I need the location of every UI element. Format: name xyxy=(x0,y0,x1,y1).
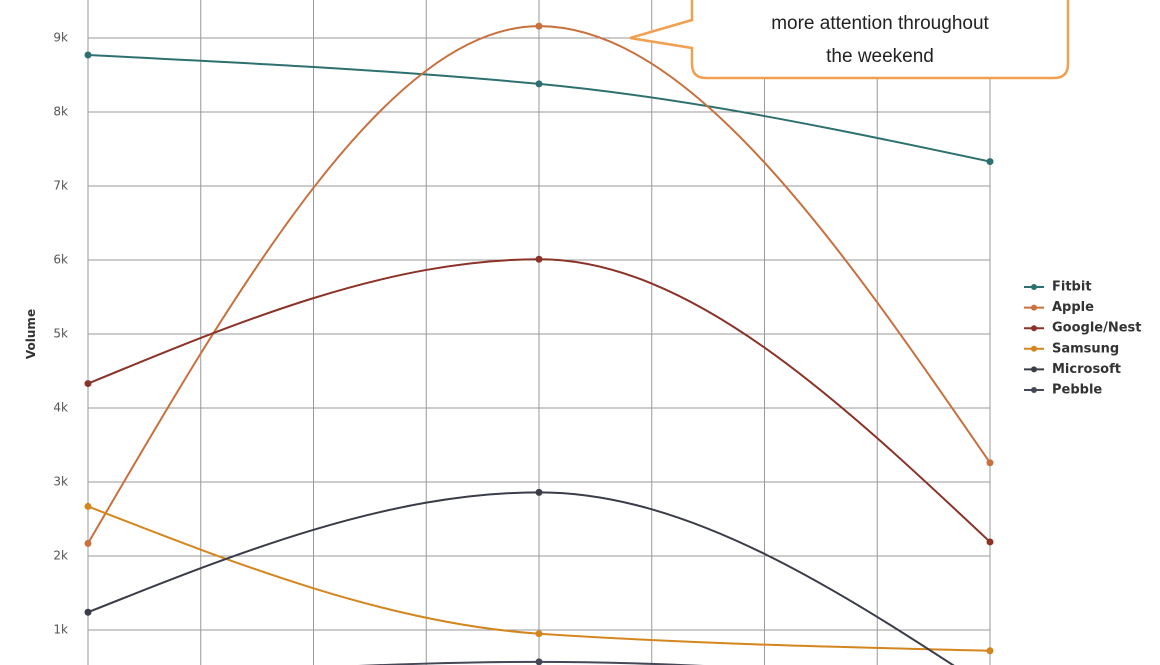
grid xyxy=(87,0,991,665)
legend-marker xyxy=(1031,345,1037,352)
legend-label: Pebble xyxy=(1052,383,1102,398)
annotation-line: more attention throughout xyxy=(771,13,989,34)
point xyxy=(986,538,994,546)
legend-marker xyxy=(1031,366,1037,373)
legend-marker xyxy=(1031,284,1037,290)
y-tick-label: 6k xyxy=(53,253,68,267)
point xyxy=(535,488,543,496)
legend-label: Microsoft xyxy=(1052,362,1121,377)
point xyxy=(535,80,543,88)
callout: more attention throughout the weekend xyxy=(629,0,1070,80)
y-axis-title: Volume xyxy=(24,309,38,359)
y-tick-label: 2k xyxy=(53,549,68,563)
point xyxy=(535,255,543,263)
legend-label: Google/Nest xyxy=(1052,321,1142,336)
y-tick-label: 8k xyxy=(53,105,68,119)
point xyxy=(986,647,994,655)
point xyxy=(84,502,92,510)
y-tick-label: 9k xyxy=(53,31,68,45)
legend-marker xyxy=(1031,304,1037,311)
y-tick-label: 7k xyxy=(53,179,68,193)
legend-label: Samsung xyxy=(1052,341,1119,356)
y-tick-label: 3k xyxy=(53,475,68,489)
point xyxy=(84,51,92,59)
point xyxy=(84,380,92,388)
y-tick-label: 4k xyxy=(53,401,68,415)
point xyxy=(84,608,92,616)
y-tick-label: 5k xyxy=(53,327,68,341)
legend-marker xyxy=(1031,325,1037,332)
point xyxy=(535,630,543,638)
point xyxy=(535,658,543,665)
annotation-line: the weekend xyxy=(826,46,934,67)
y-tick-label: 1k xyxy=(53,623,68,637)
point xyxy=(535,22,543,30)
callout-box xyxy=(629,0,1070,80)
legend-label: Apple xyxy=(1052,300,1094,315)
point xyxy=(986,158,994,166)
legend-label: Fitbit xyxy=(1052,280,1092,295)
point xyxy=(986,459,994,467)
legend-marker xyxy=(1031,387,1037,393)
point xyxy=(84,539,92,547)
